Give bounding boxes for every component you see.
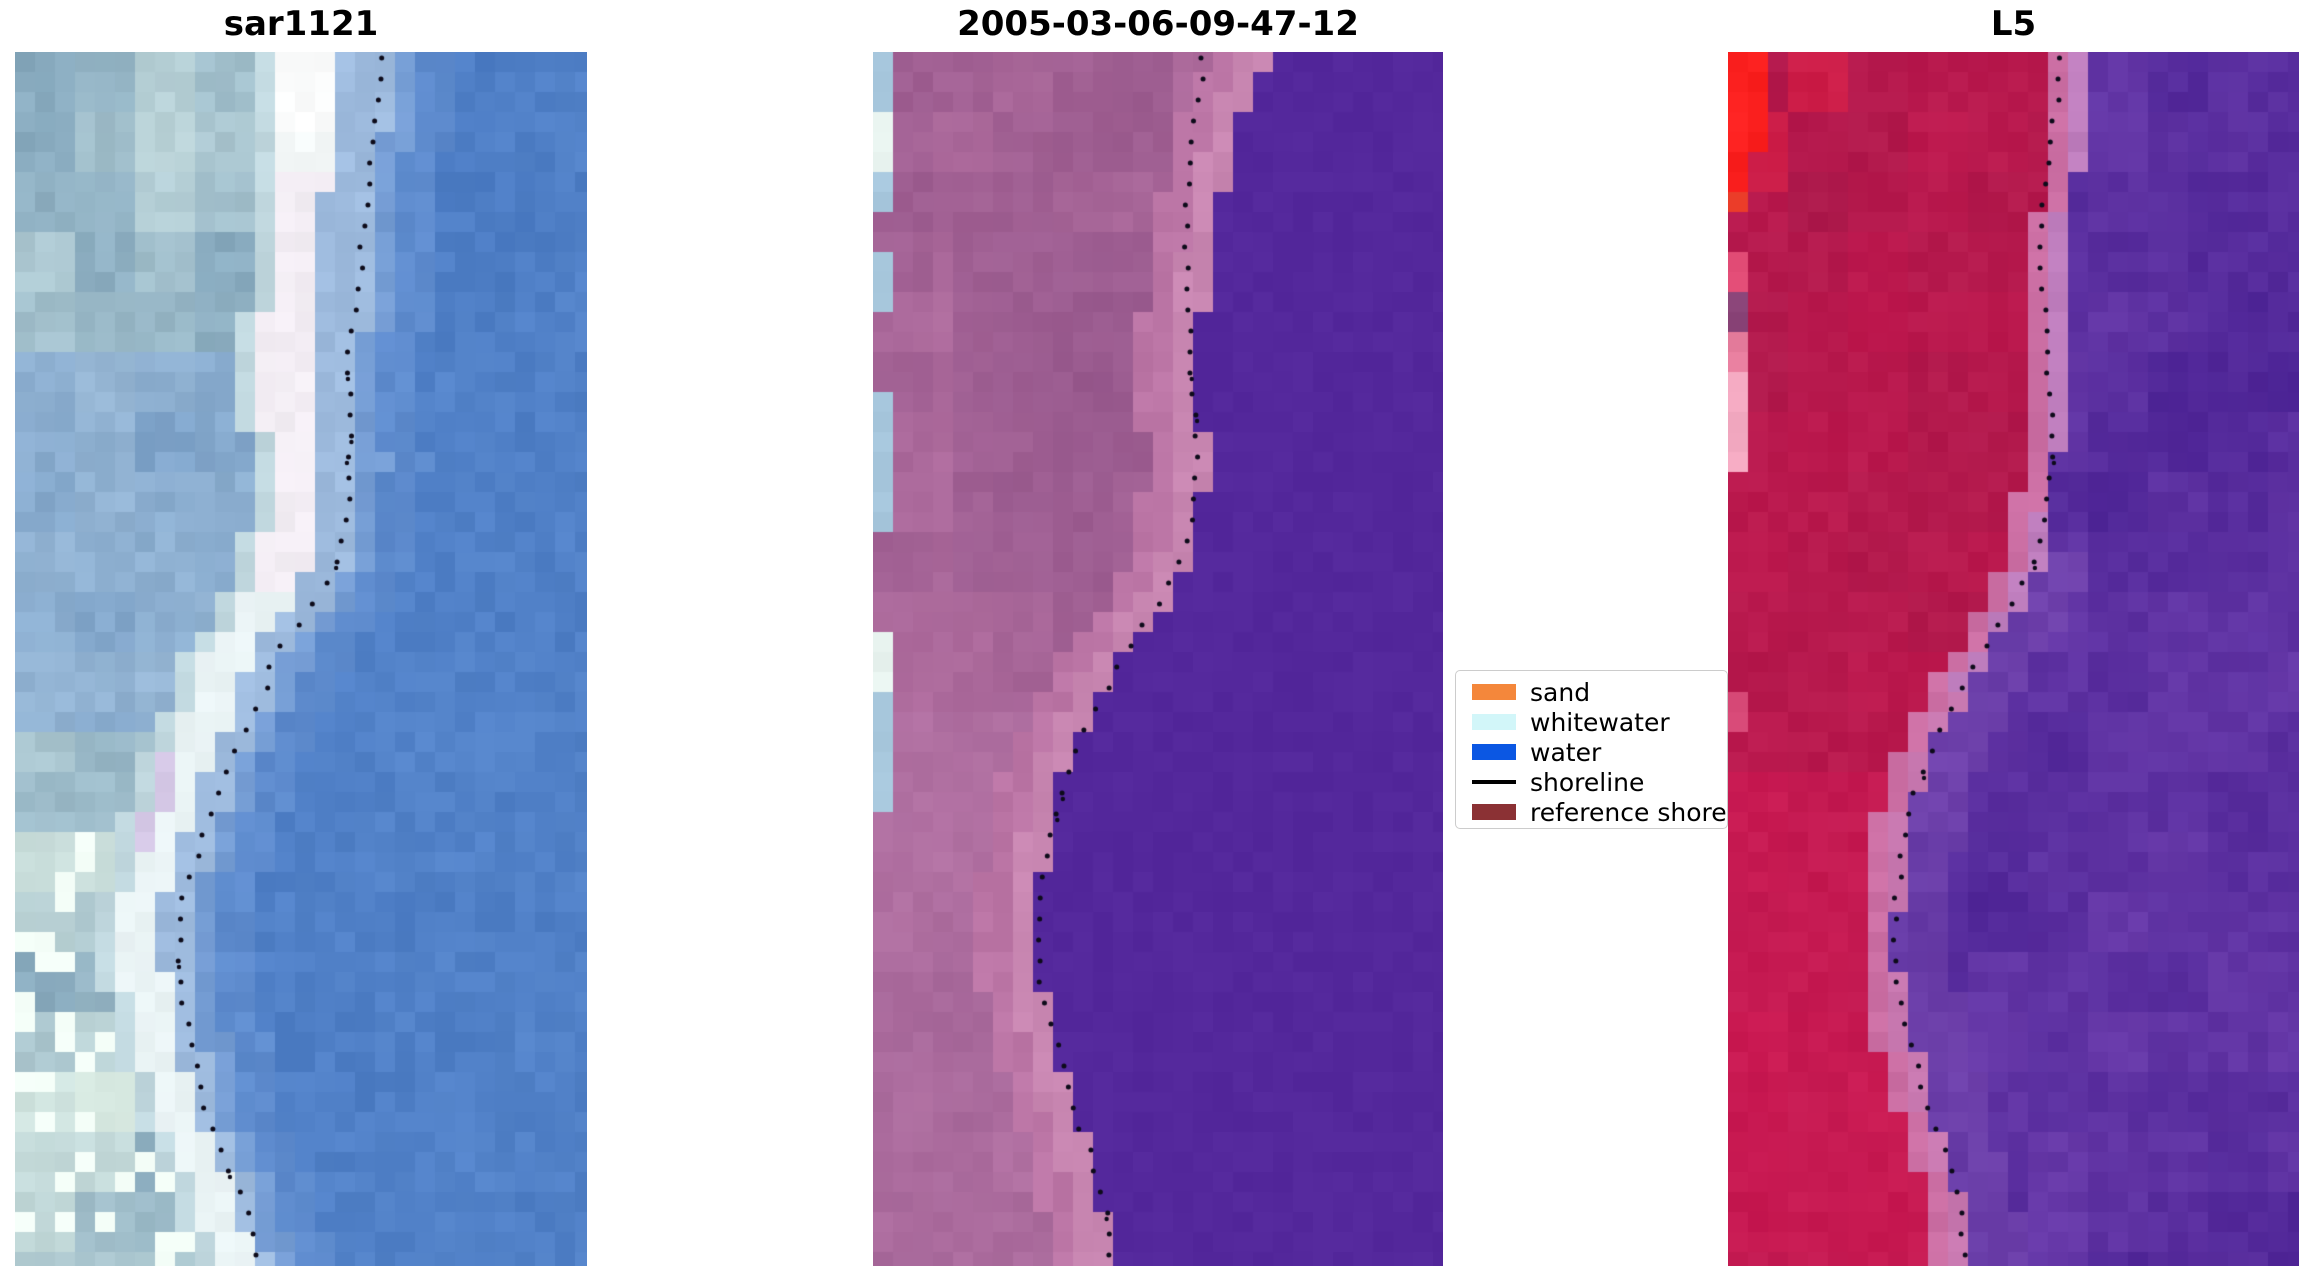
panel-image-l5 xyxy=(1728,52,2299,1266)
sand-swatch xyxy=(1472,684,1516,700)
legend-item-sand: sand xyxy=(1472,677,1727,707)
legend-item-whitewater: whitewater xyxy=(1472,707,1727,737)
shoreline-swatch xyxy=(1472,780,1516,784)
legend-label-sand: sand xyxy=(1530,677,1591,707)
legend: sand whitewater water shoreline reference sh… xyxy=(1455,670,1772,829)
panel-title-date: 2005-03-06-09-47-12 xyxy=(957,4,1359,44)
panel-image-sar1121 xyxy=(15,52,587,1266)
reference-shoreline-swatch xyxy=(1472,804,1516,820)
panel-title-sar1121: sar1121 xyxy=(223,4,379,44)
whitewater-swatch xyxy=(1472,714,1516,730)
legend-item-shoreline: shoreline xyxy=(1472,767,1727,797)
legend-item-water: water xyxy=(1472,737,1727,767)
legend-item-reference-shoreline: reference shoreline xyxy=(1472,797,1772,827)
legend-label-water: water xyxy=(1530,737,1602,767)
legend-label-whitewater: whitewater xyxy=(1530,707,1670,737)
water-swatch xyxy=(1472,744,1516,760)
legend-label-shoreline: shoreline xyxy=(1530,767,1645,797)
panel-title-l5: L5 xyxy=(1990,4,2037,44)
panel-image-classified xyxy=(873,52,1443,1266)
